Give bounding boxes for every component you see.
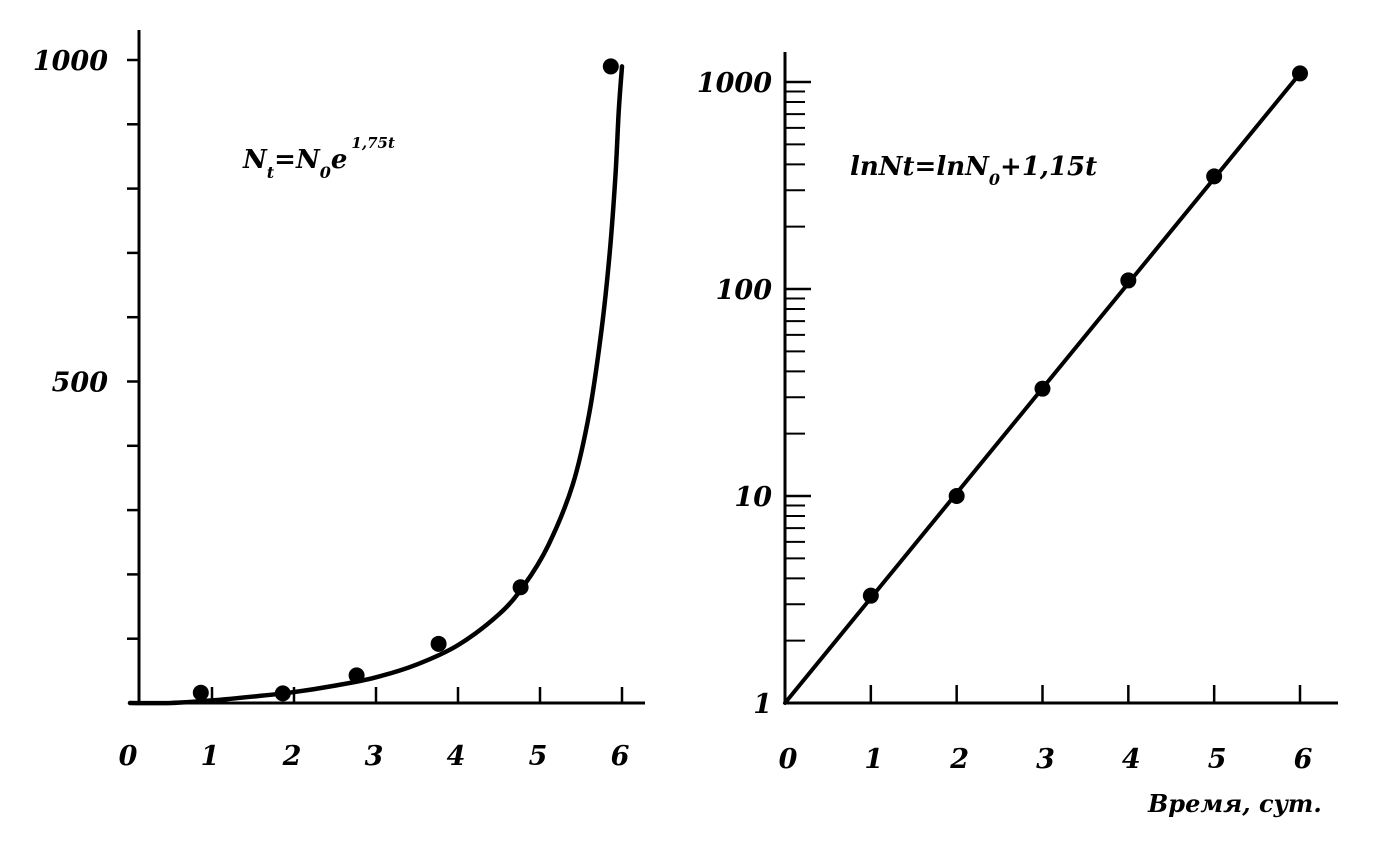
right-x-tick-label: 1 bbox=[864, 744, 883, 775]
right-x-tick-labels: 0 1 2 3 4 5 6 bbox=[779, 744, 1313, 775]
left-axes bbox=[130, 30, 645, 705]
left-y-tick-labels: 500 1000 bbox=[33, 46, 108, 399]
left-x-tick-label: 4 bbox=[447, 741, 466, 772]
left-growth-curve-path bbox=[127, 64, 625, 706]
left-formula: Nt=N0e1,75t bbox=[242, 134, 395, 182]
right-x-axis-title: Время, сут. bbox=[1147, 789, 1322, 818]
chart-exponential-growth: 500 1000 0 1 2 3 4 5 6 Nt=N0e1,75t bbox=[33, 30, 645, 772]
right-data-point bbox=[1292, 65, 1308, 82]
right-axes bbox=[783, 52, 1338, 705]
left-data-point bbox=[430, 635, 447, 652]
right-x-tick-label: 4 bbox=[1122, 744, 1141, 775]
left-tick-marks bbox=[127, 58, 624, 703]
right-y-tick-label: 10 bbox=[734, 482, 772, 513]
right-data-points bbox=[862, 65, 1308, 604]
right-y-tick-label: 1000 bbox=[697, 68, 772, 99]
right-formula: lnNt=lnN0+1,15t bbox=[850, 152, 1097, 189]
right-data-point bbox=[948, 488, 965, 504]
left-x-tick-label: 5 bbox=[529, 741, 548, 772]
right-data-point bbox=[1206, 168, 1223, 185]
right-data-point bbox=[1120, 272, 1137, 289]
right-x-tick-label: 2 bbox=[949, 744, 969, 775]
left-data-point bbox=[512, 579, 529, 596]
right-x-tick-label: 0 bbox=[779, 744, 798, 775]
right-y-tick-labels: 1 10 100 1000 bbox=[697, 68, 772, 720]
left-data-point bbox=[274, 685, 291, 702]
left-data-point bbox=[192, 684, 209, 701]
left-y-tick-label: 1000 bbox=[33, 46, 108, 77]
left-data-points bbox=[192, 58, 619, 702]
left-x-tick-label: 3 bbox=[365, 741, 384, 772]
left-x-tick-labels: 0 1 2 3 4 5 6 bbox=[119, 741, 630, 772]
left-data-point bbox=[602, 58, 619, 75]
right-y-tick-label: 1 bbox=[753, 689, 772, 720]
right-data-point bbox=[862, 587, 879, 604]
left-x-tick-label: 2 bbox=[282, 741, 302, 772]
left-growth-curve bbox=[127, 64, 625, 706]
right-tick-marks bbox=[785, 80, 1302, 705]
left-y-tick-label: 500 bbox=[52, 368, 109, 399]
right-x-tick-label: 6 bbox=[1294, 744, 1313, 775]
left-x-tick-label: 1 bbox=[201, 741, 220, 772]
left-data-point bbox=[348, 667, 365, 684]
right-x-tick-label: 5 bbox=[1208, 744, 1227, 775]
right-x-tick-label: 3 bbox=[1036, 744, 1055, 775]
right-data-point bbox=[1034, 380, 1051, 397]
right-y-tick-label: 100 bbox=[716, 275, 773, 306]
left-x-tick-label: 0 bbox=[119, 741, 138, 772]
left-x-tick-label: 6 bbox=[611, 741, 630, 772]
